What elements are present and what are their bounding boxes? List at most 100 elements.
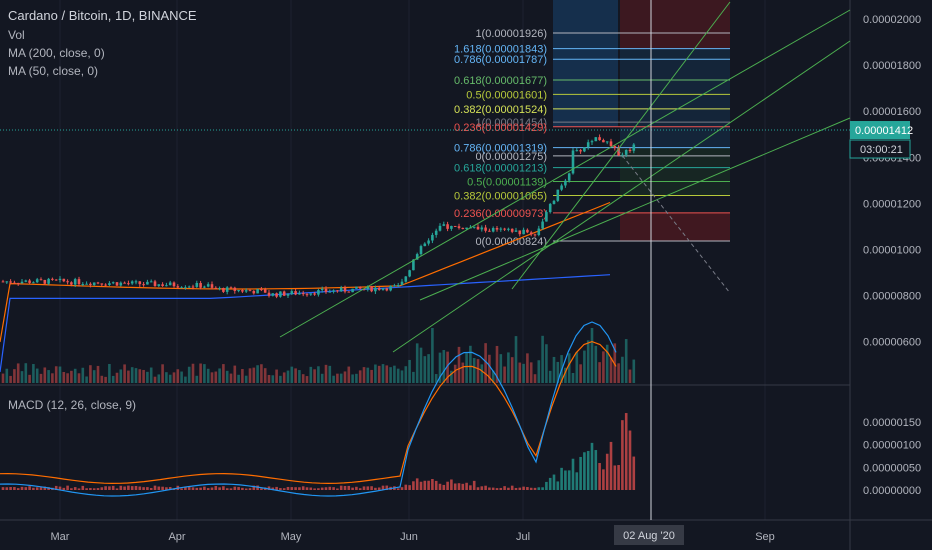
candle-body (522, 229, 525, 235)
volume-bar (450, 370, 453, 383)
candle-body (279, 291, 282, 297)
candle-body (457, 226, 461, 228)
volume-bar (495, 345, 499, 383)
macd-histogram-bar (301, 486, 305, 490)
candle-body (510, 228, 514, 232)
candle-body (119, 282, 123, 286)
time-tick-label: Jul (516, 531, 530, 543)
volume-bar (404, 366, 408, 383)
macd-histogram-bar (279, 488, 282, 490)
volume-bar (85, 376, 88, 383)
candle-body (271, 293, 275, 296)
candle-body (108, 283, 111, 286)
volume-bar (488, 354, 491, 383)
countdown-label: 03:00:21 (860, 144, 903, 156)
candle-body (598, 137, 601, 141)
volume-bar (176, 369, 180, 383)
time-tick-label: Sep (755, 531, 775, 543)
macd-histogram-bar (366, 486, 370, 490)
macd-histogram-bar (400, 487, 404, 490)
candle-body (450, 225, 453, 229)
candle-body (233, 287, 237, 291)
macd-histogram-bar (442, 484, 446, 490)
candle-body (324, 288, 328, 292)
volume-bar (545, 344, 548, 383)
candle-body (332, 290, 335, 292)
macd-histogram-bar (134, 486, 138, 490)
candle-body (328, 291, 332, 293)
candle-body (282, 291, 286, 296)
candle-body (39, 279, 43, 281)
candle-body (134, 281, 138, 283)
candle-body (35, 279, 39, 283)
macd-histogram-bar (488, 487, 491, 490)
volume-bar (77, 373, 81, 383)
candle-body (583, 147, 586, 152)
macd-signal-line (0, 340, 617, 485)
macd-histogram-bar (545, 481, 548, 490)
macd-histogram-bar (499, 487, 503, 490)
macd-histogram-bar (241, 487, 244, 490)
candle-body (355, 286, 358, 289)
candle-body (180, 287, 183, 289)
macd-line (0, 321, 617, 497)
macd-histogram-bar (305, 487, 309, 490)
volume-bar (260, 364, 263, 383)
candle-body (301, 293, 305, 295)
macd-histogram-bar (218, 487, 221, 490)
volume-bar (358, 370, 362, 383)
macd-histogram-bar (495, 488, 499, 490)
candle-body (161, 284, 164, 287)
candle-body (423, 243, 427, 247)
macd-histogram-bar (233, 486, 237, 490)
candle-body (81, 284, 85, 286)
volume-bar (28, 374, 31, 383)
macd-histogram-bar (203, 486, 206, 490)
candle-body (548, 203, 552, 213)
volume-bar (130, 367, 134, 383)
macd-histogram-bar (282, 488, 286, 490)
macd-histogram-bar (602, 469, 605, 490)
volume-bar (256, 365, 259, 383)
macd-histogram-bar (518, 487, 522, 490)
macd-histogram-bar (613, 465, 617, 490)
candle-body (54, 279, 58, 281)
macd-histogram-bar (560, 467, 563, 490)
macd-histogram-bar (119, 485, 123, 490)
macd-histogram-bar (92, 488, 96, 490)
candle-body (43, 279, 47, 284)
volume-bar (51, 373, 54, 383)
candle-body (541, 221, 544, 229)
volume-bar (556, 361, 560, 383)
macd-histogram-bar (377, 487, 381, 490)
candle-body (419, 246, 423, 255)
macd-histogram-bar (423, 480, 427, 490)
macd-histogram-bar (567, 470, 571, 490)
indicator-vol: Vol (8, 28, 25, 42)
macd-histogram-bar (575, 472, 579, 490)
macd-histogram-bar (347, 485, 351, 490)
volume-bar (241, 369, 244, 383)
candle-body (1, 281, 5, 283)
volume-bar (351, 374, 354, 383)
volume-bar (286, 370, 290, 383)
volume-bar (320, 373, 324, 383)
macd-histogram-bar (431, 479, 434, 490)
volume-bar (465, 353, 468, 383)
volume-bar (598, 362, 601, 383)
macd-histogram-bar (127, 485, 130, 490)
candle-body (5, 281, 9, 283)
macd-histogram-bar (529, 487, 533, 490)
volume-bar (461, 362, 465, 383)
macd-histogram-bar (609, 441, 613, 490)
candle-body (412, 259, 415, 271)
volume-bar (469, 345, 472, 383)
macd-histogram-bar (510, 485, 514, 490)
macd-histogram-bar (541, 487, 544, 490)
candle-body (446, 224, 449, 229)
macd-histogram-bar (35, 487, 39, 490)
macd-histogram-bar (381, 485, 385, 490)
candle-body (244, 290, 248, 292)
candle-body (73, 279, 77, 285)
